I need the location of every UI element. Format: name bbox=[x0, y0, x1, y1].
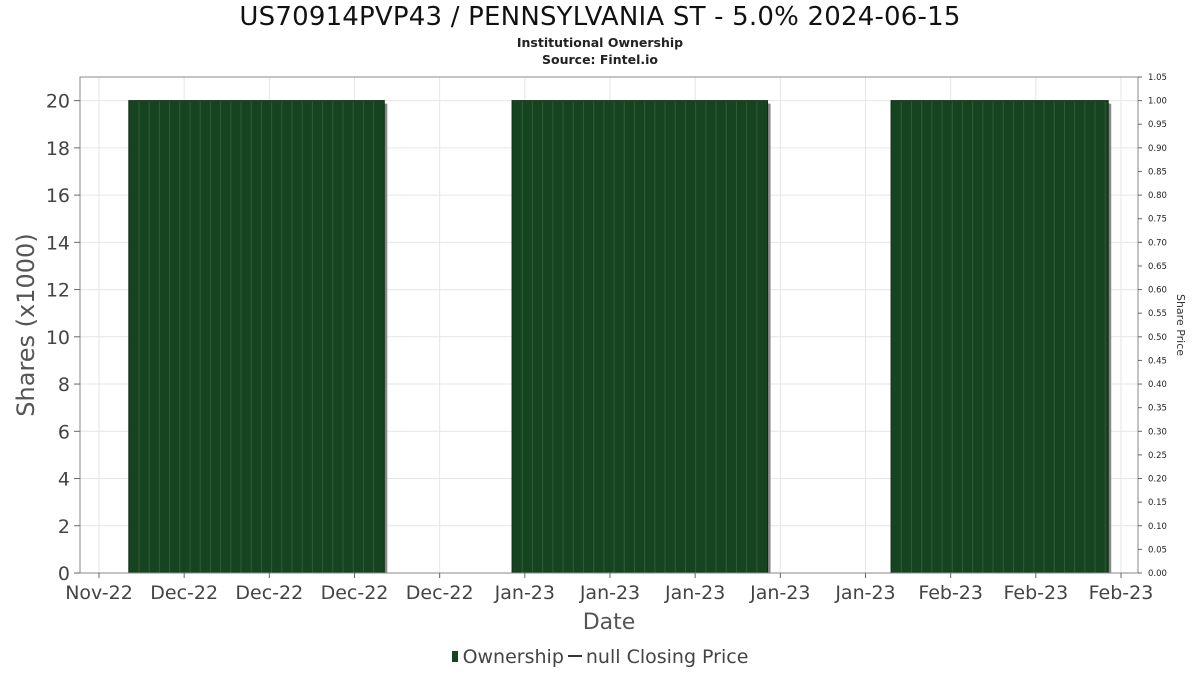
y2-tick-label: 0.90 bbox=[1148, 144, 1167, 154]
price-legend-swatch bbox=[567, 655, 582, 657]
ownership-bar bbox=[511, 100, 769, 574]
y2-tick-label: 0.40 bbox=[1148, 380, 1167, 390]
price-legend-label: null Closing Price bbox=[585, 646, 749, 668]
y2-tick-label: 0.05 bbox=[1148, 545, 1167, 555]
plot-frame bbox=[79, 76, 1139, 574]
right-y-axis: 0.00 0.05 0.10 0.15 0.20 0.25 0.30 0.35 0.40 0.45… bbox=[1138, 73, 1167, 579]
y-axis-label: Shares (x1000) bbox=[12, 233, 40, 416]
x-tick-label: Feb-23 bbox=[1089, 582, 1154, 604]
x-tick-label: Dec-22 bbox=[321, 582, 389, 604]
x-tick-label: Feb-23 bbox=[1003, 582, 1068, 604]
ownership-legend-label: Ownership bbox=[462, 646, 564, 668]
y2-tick-label: 0.75 bbox=[1148, 215, 1167, 225]
x-tick-label: Dec-22 bbox=[150, 582, 218, 604]
y2-tick-label: 1.05 bbox=[1148, 73, 1167, 83]
y2-tick-label: 1.00 bbox=[1148, 97, 1167, 107]
x-tick-label: Jan-23 bbox=[579, 582, 640, 604]
y-tick-label: 20 bbox=[46, 91, 70, 113]
legend: Ownership null Closing Price bbox=[0, 646, 1200, 668]
y2-tick-label: 0.85 bbox=[1148, 167, 1167, 177]
y2-tick-label: 0.35 bbox=[1148, 404, 1167, 414]
chart-subtitle: Institutional Ownership bbox=[516, 35, 684, 50]
y2-tick-label: 0.60 bbox=[1148, 286, 1167, 296]
x-tick-label: Dec-22 bbox=[235, 582, 303, 604]
y2-tick-label: 0.95 bbox=[1148, 120, 1167, 130]
ownership-bar bbox=[128, 100, 385, 574]
y-tick-label: 8 bbox=[58, 374, 70, 396]
y-tick-label: 12 bbox=[46, 280, 70, 302]
x-tick-label: Jan-23 bbox=[494, 582, 555, 604]
y2-tick-label: 0.15 bbox=[1148, 498, 1167, 508]
y-tick-label: 10 bbox=[46, 327, 70, 349]
x-tick-label: Jan-23 bbox=[834, 582, 895, 604]
y-tick-label: 6 bbox=[58, 421, 70, 443]
y-tick-label: 0 bbox=[58, 563, 70, 585]
y2-tick-label: 0.55 bbox=[1148, 309, 1167, 319]
y2-tick-label: 0.20 bbox=[1148, 475, 1167, 485]
y-tick-label: 4 bbox=[58, 469, 70, 491]
y-tick-label: 16 bbox=[46, 185, 70, 207]
x-tick-label: Nov-22 bbox=[65, 582, 133, 604]
x-tick-label: Feb-23 bbox=[918, 582, 983, 604]
y2-tick-label: 0.50 bbox=[1148, 333, 1167, 343]
y2-tick-label: 0.65 bbox=[1148, 262, 1167, 272]
ownership-legend-swatch bbox=[451, 651, 458, 662]
x-tick-label: Jan-23 bbox=[749, 582, 810, 604]
right-y-axis-label: Share Price bbox=[1174, 294, 1187, 356]
x-axis-label: Date bbox=[583, 610, 636, 635]
left-y-axis: 0 2 4 6 8 10 12 14 16 18 20 bbox=[46, 91, 80, 585]
y2-tick-label: 0.00 bbox=[1148, 569, 1167, 579]
y2-tick-label: 0.10 bbox=[1148, 522, 1167, 532]
ownership-bars bbox=[128, 100, 1112, 574]
y2-tick-label: 0.30 bbox=[1148, 427, 1167, 437]
chart-title: US70914PVP43 / PENNSYLVANIA ST - 5.0% 20… bbox=[239, 2, 961, 32]
x-tick-label: Dec-22 bbox=[406, 582, 474, 604]
y2-tick-label: 0.70 bbox=[1148, 238, 1167, 248]
y2-tick-label: 0.25 bbox=[1148, 451, 1167, 461]
x-tick-label: Jan-23 bbox=[664, 582, 725, 604]
y-tick-label: 14 bbox=[46, 232, 70, 254]
y2-tick-label: 0.45 bbox=[1148, 356, 1167, 366]
y2-tick-label: 0.80 bbox=[1148, 191, 1167, 201]
x-axis: Nov-22 Dec-22 Dec-22 Dec-22 Dec-22 Jan-23 Jan-… bbox=[65, 573, 1153, 604]
ownership-bar bbox=[890, 100, 1109, 574]
y-tick-label: 18 bbox=[46, 138, 70, 160]
y-tick-label: 2 bbox=[58, 516, 70, 538]
chart-source: Source: Fintel.io bbox=[542, 52, 658, 67]
